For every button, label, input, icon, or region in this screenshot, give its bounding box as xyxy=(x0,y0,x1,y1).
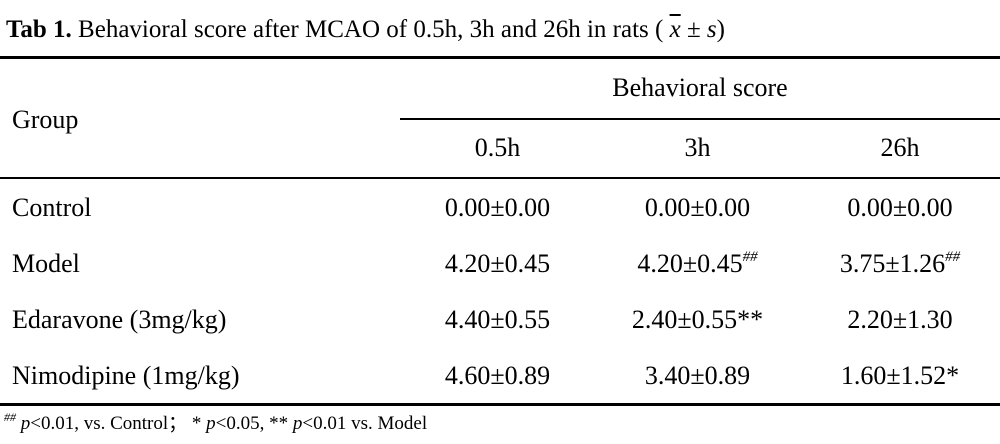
caption-sd-symbol: s xyxy=(706,16,717,43)
row-group-nimodipine: Nimodipine (1mg/kg) xyxy=(12,361,240,390)
header-rule xyxy=(0,177,1000,179)
column-header-3h: 3h xyxy=(684,133,711,162)
significance-mark: ## xyxy=(945,249,961,265)
table-caption: Tab 1. Behavioral score after MCAO of 0.… xyxy=(6,10,725,50)
table-footnote: ## p<0.01, vs. Control； * p<0.05, ** p<0… xyxy=(4,410,428,434)
cell-control-3h: 0.00±0.00 xyxy=(644,193,751,222)
group-header: Group xyxy=(12,105,79,134)
cell-model-0-5h: 4.20±0.45 xyxy=(444,249,551,278)
cell-edaravone-0-5h: 4.40±0.55 xyxy=(444,305,551,334)
top-rule xyxy=(0,56,1000,59)
span-rule xyxy=(400,118,1000,120)
significance-mark: ## xyxy=(742,249,758,265)
caption-text: Behavioral score after MCAO of 0.5h, 3h … xyxy=(71,16,664,43)
cell-control-0-5h: 0.00±0.00 xyxy=(444,193,551,222)
cell-nimodipine-26h: 1.60±1.52* xyxy=(840,361,960,390)
cell-nimodipine-3h: 3.40±0.89 xyxy=(644,361,751,390)
cell-control-26h: 0.00±0.00 xyxy=(847,193,953,222)
caption-mean-symbol: x xyxy=(669,16,681,43)
row-group-control: Control xyxy=(12,193,92,222)
cell-edaravone-3h: 2.40±0.55** xyxy=(631,305,764,334)
row-group-model: Model xyxy=(12,249,80,278)
cell-model-3h: 4.20±0.45## xyxy=(637,249,758,278)
cell-nimodipine-0-5h: 4.60±0.89 xyxy=(444,361,551,390)
footnote-mark: ## xyxy=(4,410,16,424)
row-group-edaravone: Edaravone (3mg/kg) xyxy=(12,305,227,334)
caption-close: ) xyxy=(716,16,725,43)
column-header-0-5h: 0.5h xyxy=(474,133,521,162)
caption-label: Tab 1. xyxy=(6,16,72,43)
cell-edaravone-26h: 2.20±1.30 xyxy=(847,305,953,334)
caption-plus-minus: ± xyxy=(680,16,707,43)
cell-model-26h: 3.75±1.26## xyxy=(839,249,961,278)
span-header: Behavioral score xyxy=(612,73,788,102)
column-header-26h: 26h xyxy=(880,133,920,162)
bottom-rule xyxy=(0,403,1000,406)
